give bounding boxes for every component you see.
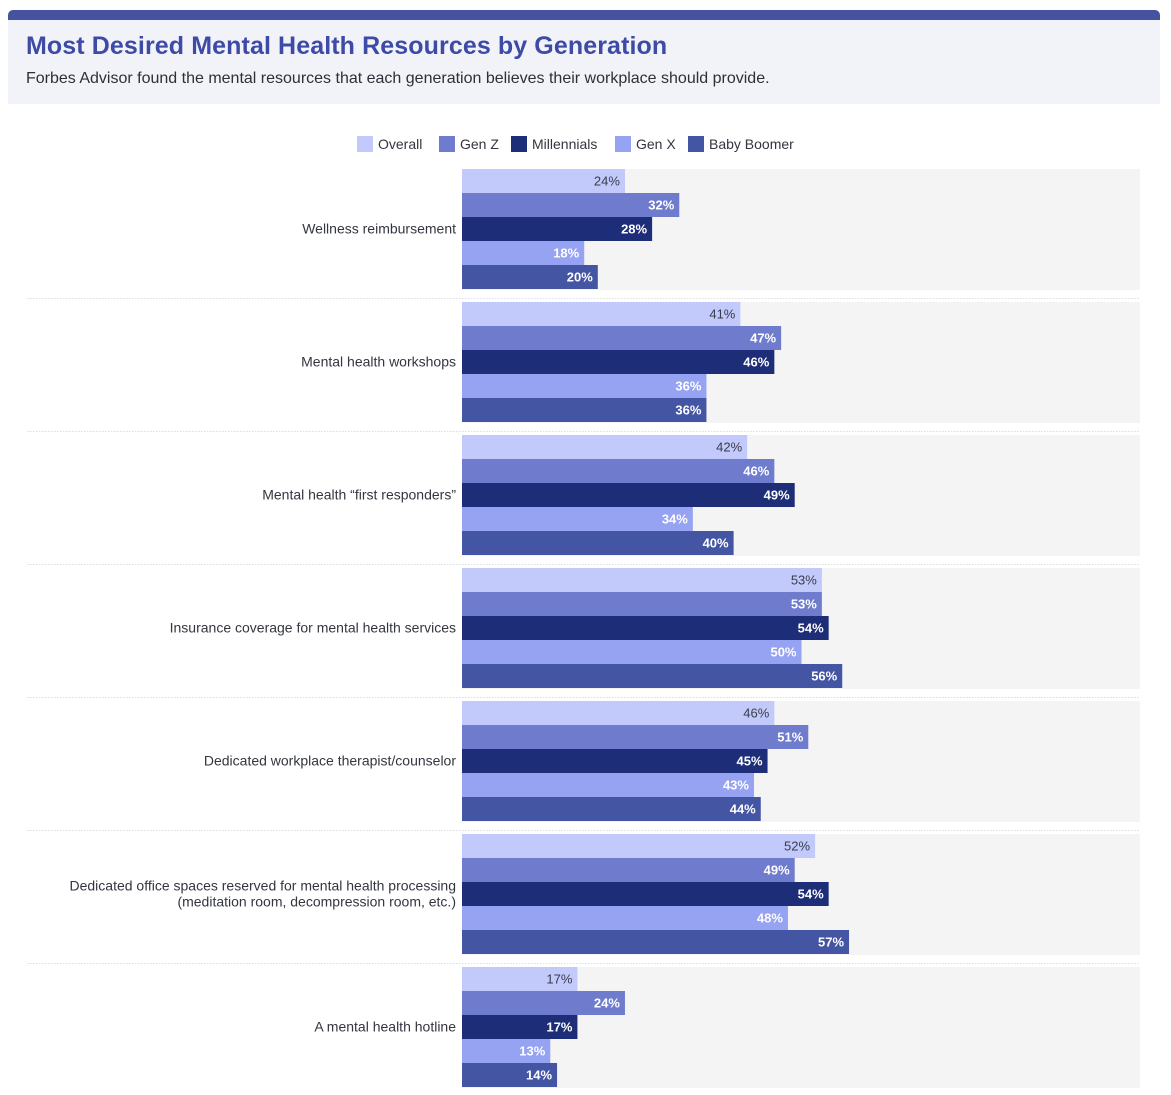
legend-label-millennials: Millennials	[532, 136, 598, 152]
data-label-millennials-a-mental-health-hotline: 17%	[546, 1020, 572, 1035]
bar-overall-mental-health-first-responders	[462, 435, 748, 459]
bar-baby-boomer-dedicated-workplace-therapist-counselor	[462, 797, 761, 821]
legend-item-baby-boomer[interactable]: Baby Boomer	[688, 135, 794, 153]
bar-baby-boomer-dedicated-office-spaces-reserved-for-mental-health-processing	[462, 930, 850, 954]
bar-gen-z-a-mental-health-hotline	[462, 991, 625, 1015]
header-accent-bar	[8, 10, 1160, 20]
bar-gen-z-insurance-coverage-for-mental-health-services	[462, 592, 822, 616]
category-label-a-mental-health-hotline: A mental health hotline	[314, 1019, 456, 1035]
bar-baby-boomer-wellness-reimbursement	[462, 265, 598, 289]
bar-gen-x-insurance-coverage-for-mental-health-services	[462, 640, 802, 664]
bar-gen-x-mental-health-first-responders	[462, 507, 693, 531]
data-label-millennials-wellness-reimbursement: 28%	[621, 222, 647, 237]
data-label-overall-mental-health-workshops: 41%	[709, 307, 735, 322]
chart-title: Most Desired Mental Health Resources by …	[26, 32, 668, 60]
data-label-gen-z-dedicated-workplace-therapist-counselor: 51%	[777, 730, 803, 745]
data-label-gen-z-wellness-reimbursement: 32%	[648, 198, 674, 213]
category-label-insurance-coverage-for-mental-health-services: Insurance coverage for mental health ser…	[170, 620, 456, 636]
legend-swatch-gen-x	[615, 136, 631, 152]
bar-millennials-dedicated-workplace-therapist-counselor	[462, 749, 768, 773]
data-label-millennials-dedicated-office-spaces-reserved-for-mental-health-processing: 54%	[798, 887, 824, 902]
bar-overall-insurance-coverage-for-mental-health-services	[462, 568, 822, 592]
data-label-baby-boomer-mental-health-first-responders: 40%	[703, 536, 729, 551]
category-label-dedicated-office-spaces-reserved-for-mental-health-processing: Dedicated office spaces reserved for men…	[69, 878, 456, 894]
bar-gen-z-dedicated-workplace-therapist-counselor	[462, 725, 809, 749]
chart-legend: Overall Gen Z Millennials Gen X Baby Boo…	[0, 135, 1171, 155]
data-label-overall-dedicated-office-spaces-reserved-for-mental-health-processing: 52%	[784, 839, 810, 854]
legend-label-gen-z: Gen Z	[460, 136, 499, 152]
bar-millennials-wellness-reimbursement	[462, 217, 653, 241]
data-label-overall-mental-health-first-responders: 42%	[716, 440, 742, 455]
bar-gen-x-dedicated-office-spaces-reserved-for-mental-health-processing	[462, 906, 788, 930]
data-label-gen-z-insurance-coverage-for-mental-health-services: 53%	[791, 597, 817, 612]
bar-gen-x-mental-health-workshops	[462, 374, 707, 398]
chart-header: Most Desired Mental Health Resources by …	[8, 20, 1160, 104]
legend-item-gen-x[interactable]: Gen X	[615, 135, 676, 153]
legend-label-gen-x: Gen X	[636, 136, 676, 152]
legend-swatch-overall	[357, 136, 373, 152]
legend-label-overall: Overall	[378, 136, 423, 152]
bar-overall-dedicated-workplace-therapist-counselor	[462, 701, 775, 725]
data-label-baby-boomer-dedicated-office-spaces-reserved-for-mental-health-processing: 57%	[818, 935, 844, 950]
legend-item-gen-z[interactable]: Gen Z	[439, 135, 499, 153]
bar-gen-x-a-mental-health-hotline	[462, 1039, 551, 1063]
bar-gen-x-wellness-reimbursement	[462, 241, 585, 265]
data-label-gen-z-mental-health-workshops: 47%	[750, 331, 776, 346]
bar-overall-dedicated-office-spaces-reserved-for-mental-health-processing	[462, 834, 816, 858]
data-label-overall-a-mental-health-hotline: 17%	[546, 972, 572, 987]
legend-item-overall[interactable]: Overall	[357, 135, 422, 153]
data-label-baby-boomer-a-mental-health-hotline: 14%	[526, 1068, 552, 1083]
data-label-gen-x-mental-health-workshops: 36%	[675, 379, 701, 394]
bar-baby-boomer-mental-health-workshops	[462, 398, 707, 422]
category-label-dedicated-workplace-therapist-counselor: Dedicated workplace therapist/counselor	[204, 753, 456, 769]
data-label-gen-x-dedicated-workplace-therapist-counselor: 43%	[723, 778, 749, 793]
legend-item-millennials[interactable]: Millennials	[511, 135, 597, 153]
legend-label-baby-boomer: Baby Boomer	[709, 136, 794, 152]
data-label-baby-boomer-dedicated-workplace-therapist-counselor: 44%	[730, 802, 756, 817]
bar-millennials-mental-health-workshops	[462, 350, 775, 374]
data-label-overall-insurance-coverage-for-mental-health-services: 53%	[791, 573, 817, 588]
bar-millennials-dedicated-office-spaces-reserved-for-mental-health-processing	[462, 882, 829, 906]
category-label-mental-health-first-responders: Mental health “first responders”	[262, 487, 456, 503]
data-label-gen-z-mental-health-first-responders: 46%	[743, 464, 769, 479]
bar-gen-z-mental-health-workshops	[462, 326, 782, 350]
legend-swatch-millennials	[511, 136, 527, 152]
bar-gen-z-mental-health-first-responders	[462, 459, 775, 483]
data-label-gen-z-a-mental-health-hotline: 24%	[594, 996, 620, 1011]
category-label-mental-health-workshops: Mental health workshops	[301, 354, 456, 370]
data-label-millennials-mental-health-workshops: 46%	[743, 355, 769, 370]
data-label-overall-dedicated-workplace-therapist-counselor: 46%	[743, 706, 769, 721]
bar-overall-a-mental-health-hotline	[462, 967, 578, 991]
data-label-overall-wellness-reimbursement: 24%	[594, 174, 620, 189]
bar-baby-boomer-insurance-coverage-for-mental-health-services	[462, 664, 843, 688]
data-label-gen-z-dedicated-office-spaces-reserved-for-mental-health-processing: 49%	[764, 863, 790, 878]
data-label-gen-x-insurance-coverage-for-mental-health-services: 50%	[770, 645, 796, 660]
bar-gen-x-dedicated-workplace-therapist-counselor	[462, 773, 754, 797]
chart-subtitle: Forbes Advisor found the mental resource…	[26, 70, 770, 87]
data-label-gen-x-wellness-reimbursement: 18%	[553, 246, 579, 261]
data-label-gen-x-dedicated-office-spaces-reserved-for-mental-health-processing: 48%	[757, 911, 783, 926]
data-label-gen-x-mental-health-first-responders: 34%	[662, 512, 688, 527]
category-label-wellness-reimbursement: Wellness reimbursement	[302, 221, 456, 237]
legend-swatch-baby-boomer	[688, 136, 704, 152]
legend-swatch-gen-z	[439, 136, 455, 152]
bar-overall-wellness-reimbursement	[462, 169, 625, 193]
data-label-baby-boomer-mental-health-workshops: 36%	[675, 403, 701, 418]
bar-baby-boomer-a-mental-health-hotline	[462, 1063, 558, 1087]
data-label-millennials-dedicated-workplace-therapist-counselor: 45%	[737, 754, 763, 769]
data-label-baby-boomer-wellness-reimbursement: 20%	[567, 270, 593, 285]
data-label-gen-x-a-mental-health-hotline: 13%	[519, 1044, 545, 1059]
data-label-millennials-mental-health-first-responders: 49%	[764, 488, 790, 503]
category-label-dedicated-office-spaces-reserved-for-mental-health-processing: (meditation room, decompression room, et…	[177, 894, 456, 910]
bar-millennials-insurance-coverage-for-mental-health-services	[462, 616, 829, 640]
bar-gen-z-dedicated-office-spaces-reserved-for-mental-health-processing	[462, 858, 795, 882]
bar-overall-mental-health-workshops	[462, 302, 741, 326]
bar-millennials-mental-health-first-responders	[462, 483, 795, 507]
bar-millennials-a-mental-health-hotline	[462, 1015, 578, 1039]
bar-baby-boomer-mental-health-first-responders	[462, 531, 734, 555]
bar-gen-z-wellness-reimbursement	[462, 193, 680, 217]
data-label-millennials-insurance-coverage-for-mental-health-services: 54%	[798, 621, 824, 636]
data-label-baby-boomer-insurance-coverage-for-mental-health-services: 56%	[811, 669, 837, 684]
